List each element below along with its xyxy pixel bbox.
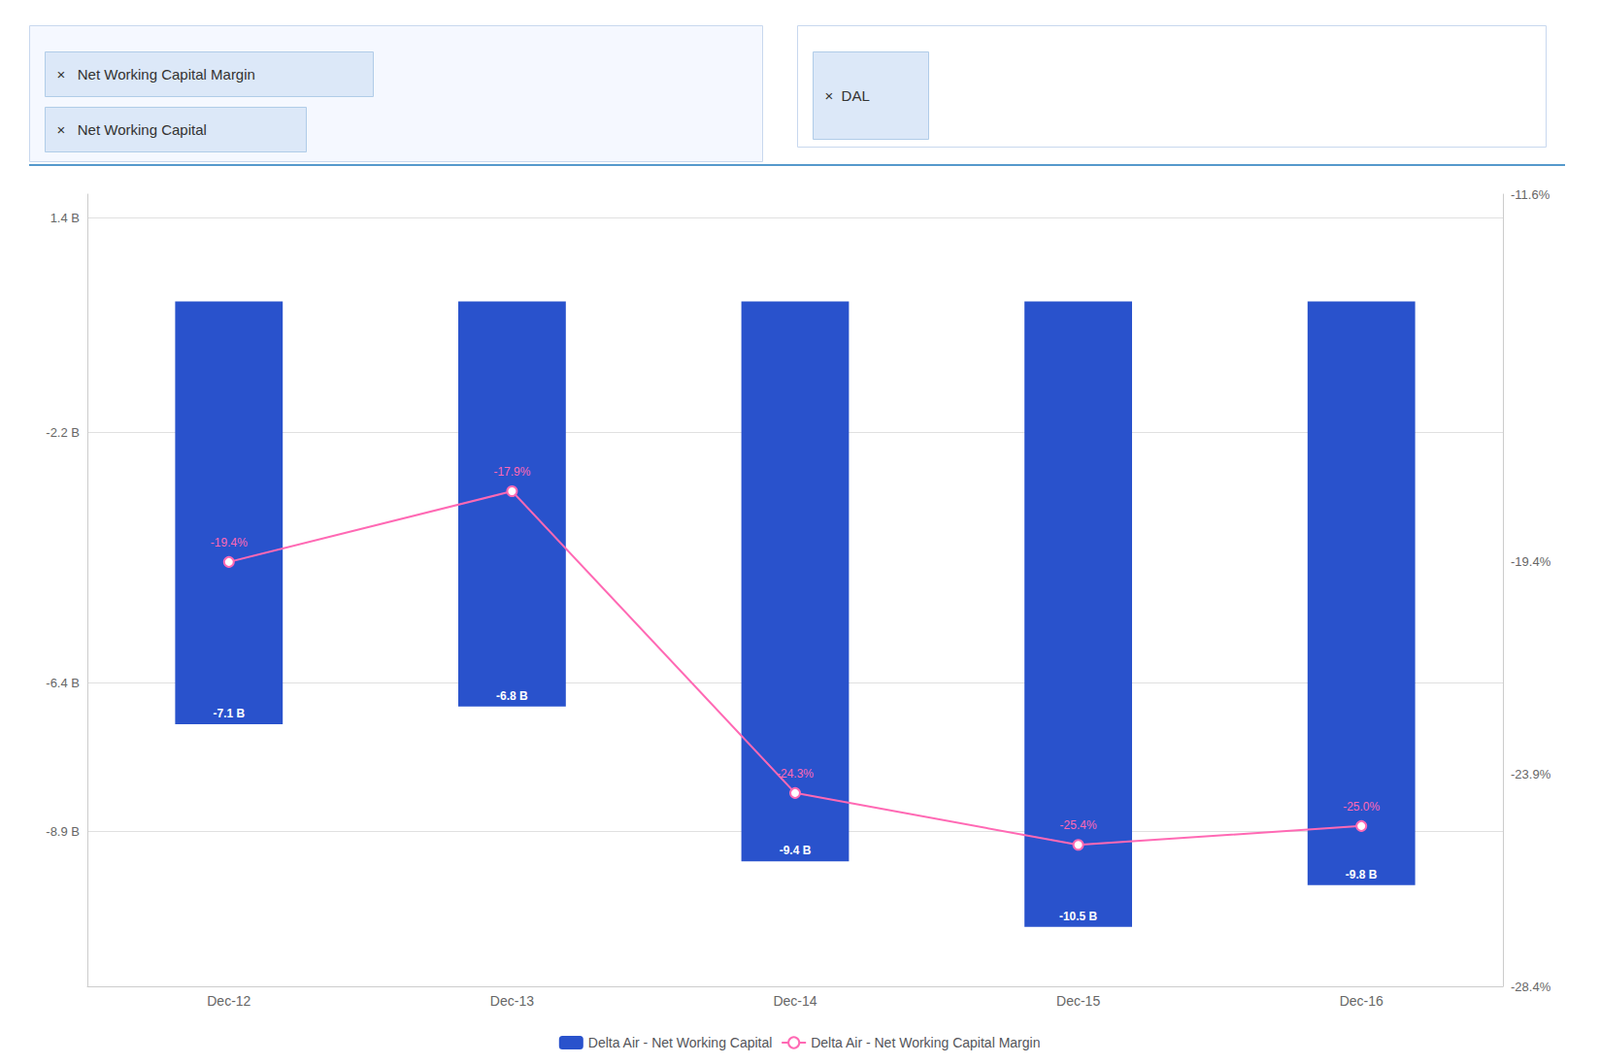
svg-text:-17.9%: -17.9%: [493, 465, 531, 479]
svg-text:-28.4%: -28.4%: [1510, 979, 1552, 995]
svg-text:× Net Working Capital: × Net Working Capital: [57, 121, 207, 138]
svg-text:-7.1 B: -7.1 B: [212, 706, 245, 721]
svg-text:-11.6%: -11.6%: [1510, 187, 1551, 202]
svg-text:Dec-16: Dec-16: [1339, 993, 1384, 1009]
svg-text:-6.8 B: -6.8 B: [496, 689, 529, 703]
svg-text:-10.5 B: -10.5 B: [1059, 909, 1099, 924]
svg-text:Dec-13: Dec-13: [490, 993, 534, 1009]
svg-text:-8.9 B: -8.9 B: [45, 824, 80, 839]
svg-text:Delta Air - Net Working Capita: Delta Air - Net Working Capital: [588, 1034, 773, 1051]
svg-text:Dec-12: Dec-12: [206, 993, 251, 1009]
svg-text:-25.4%: -25.4%: [1060, 818, 1098, 833]
svg-text:Dec-15: Dec-15: [1056, 993, 1100, 1009]
svg-text:Delta Air - Net Working Capita: Delta Air - Net Working Capital Margin: [810, 1034, 1040, 1051]
svg-text:-25.0%: -25.0%: [1342, 800, 1380, 814]
svg-text:× Net Working Capital Margin: × Net Working Capital Margin: [57, 66, 256, 83]
svg-text:-19.4%: -19.4%: [1510, 554, 1552, 569]
svg-text:-23.9%: -23.9%: [1510, 766, 1552, 782]
svg-text:× DAL: × DAL: [825, 87, 870, 104]
svg-text:-19.4%: -19.4%: [210, 535, 248, 550]
svg-text:-24.3%: -24.3%: [776, 766, 814, 781]
svg-text:-9.4 B: -9.4 B: [779, 843, 812, 858]
svg-text:-6.4 B: -6.4 B: [45, 675, 80, 691]
svg-text:Dec-14: Dec-14: [772, 993, 817, 1009]
svg-text:1.4 B: 1.4 B: [50, 210, 80, 226]
svg-text:-9.8 B: -9.8 B: [1345, 867, 1378, 882]
svg-text:-2.2 B: -2.2 B: [45, 425, 80, 440]
